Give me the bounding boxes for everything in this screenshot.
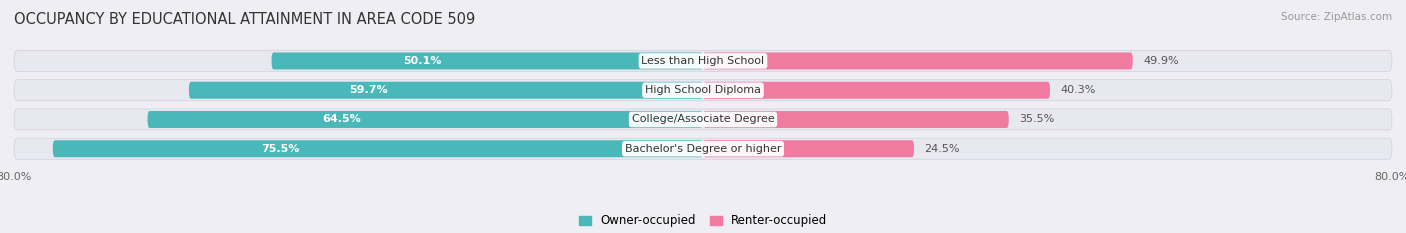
- FancyBboxPatch shape: [703, 111, 1008, 128]
- FancyBboxPatch shape: [703, 82, 1050, 99]
- FancyBboxPatch shape: [14, 109, 1392, 130]
- FancyBboxPatch shape: [53, 140, 703, 157]
- Text: OCCUPANCY BY EDUCATIONAL ATTAINMENT IN AREA CODE 509: OCCUPANCY BY EDUCATIONAL ATTAINMENT IN A…: [14, 12, 475, 27]
- Text: Less than High School: Less than High School: [641, 56, 765, 66]
- Text: College/Associate Degree: College/Associate Degree: [631, 114, 775, 124]
- FancyBboxPatch shape: [188, 82, 703, 99]
- FancyBboxPatch shape: [14, 50, 1392, 72]
- FancyBboxPatch shape: [703, 140, 914, 157]
- FancyBboxPatch shape: [271, 52, 703, 69]
- Text: 64.5%: 64.5%: [322, 114, 361, 124]
- FancyBboxPatch shape: [14, 80, 1392, 101]
- FancyBboxPatch shape: [703, 52, 1133, 69]
- Text: 59.7%: 59.7%: [350, 85, 388, 95]
- Text: Source: ZipAtlas.com: Source: ZipAtlas.com: [1281, 12, 1392, 22]
- FancyBboxPatch shape: [14, 138, 1392, 159]
- FancyBboxPatch shape: [148, 111, 703, 128]
- Legend: Owner-occupied, Renter-occupied: Owner-occupied, Renter-occupied: [579, 214, 827, 227]
- Text: 75.5%: 75.5%: [262, 144, 299, 154]
- Text: High School Diploma: High School Diploma: [645, 85, 761, 95]
- Text: 50.1%: 50.1%: [404, 56, 441, 66]
- Text: 35.5%: 35.5%: [1019, 114, 1054, 124]
- Text: Bachelor's Degree or higher: Bachelor's Degree or higher: [624, 144, 782, 154]
- Text: 40.3%: 40.3%: [1060, 85, 1095, 95]
- Text: 49.9%: 49.9%: [1143, 56, 1178, 66]
- Text: 24.5%: 24.5%: [924, 144, 960, 154]
